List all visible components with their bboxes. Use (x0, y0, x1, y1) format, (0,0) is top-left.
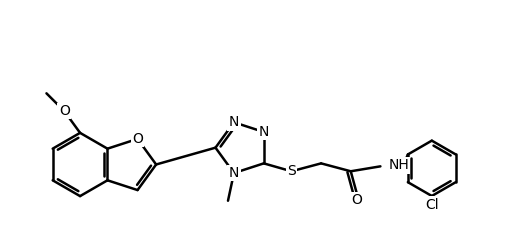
Text: N: N (229, 115, 239, 129)
Text: Cl: Cl (425, 198, 439, 212)
Text: N: N (259, 125, 269, 139)
Text: N: N (229, 166, 239, 180)
Text: NH: NH (388, 158, 409, 172)
Text: O: O (59, 104, 70, 118)
Text: O: O (351, 193, 362, 207)
Text: S: S (287, 164, 296, 178)
Text: O: O (132, 132, 143, 146)
